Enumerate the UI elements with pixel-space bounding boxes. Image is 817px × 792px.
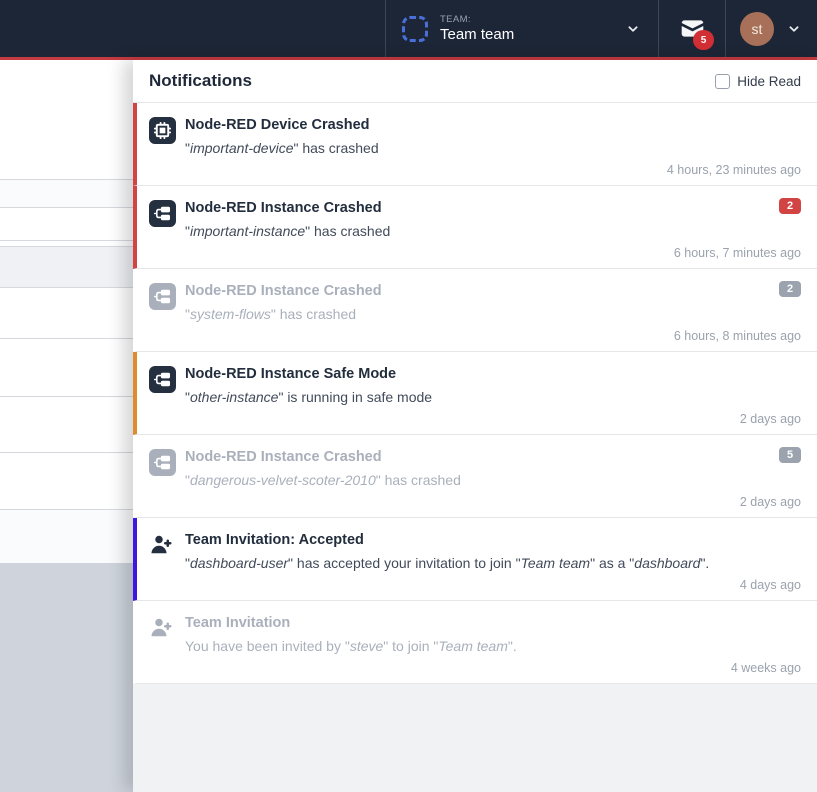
notification-title: Node-RED Instance Crashed [185, 449, 382, 465]
notifications-list: Node-RED Device Crashed "important-devic… [133, 103, 817, 684]
notification-content: Node-RED Instance Crashed "dangerous-vel… [185, 448, 501, 507]
top-navbar: TEAM: Team team 5 st [0, 0, 817, 57]
chip-icon [149, 117, 176, 144]
user-add-icon [149, 532, 176, 559]
notification-body: You have been invited by "steve" to join… [185, 638, 517, 654]
team-selector[interactable]: TEAM: Team team [385, 0, 658, 57]
notifications-empty-area [133, 684, 817, 792]
hide-read-label: Hide Read [737, 73, 801, 89]
notification-title: Node-RED Instance Safe Mode [185, 366, 397, 382]
notification-title: Node-RED Instance Crashed [185, 200, 382, 216]
notification-timestamp: 4 hours, 23 minutes ago [666, 163, 801, 177]
team-name: Team team [440, 25, 515, 43]
team-selector-text: TEAM: Team team [440, 14, 624, 44]
notification-title: Team Invitation: Accepted [185, 532, 364, 548]
notification-count-badge: 2 [779, 281, 801, 297]
instance-icon [149, 366, 176, 393]
hide-read-checkbox[interactable] [715, 73, 731, 89]
chevron-down-icon [624, 20, 642, 38]
notification-item[interactable]: Node-RED Device Crashed "important-devic… [133, 103, 817, 186]
notification-body: "important-instance" has crashed [185, 223, 391, 239]
notification-item[interactable]: Node-RED Instance Safe Mode "other-insta… [133, 352, 817, 435]
notification-timestamp: 2 days ago [739, 495, 801, 509]
notification-body: "other-instance" is running in safe mode [185, 389, 433, 405]
notification-title: Team Invitation [185, 615, 291, 631]
team-label: TEAM: [440, 13, 471, 25]
user-add-icon [149, 615, 176, 642]
notifications-header: Notifications Hide Read [133, 60, 817, 103]
notification-item[interactable]: Team Invitation You have been invited by… [133, 601, 817, 684]
notification-count-badge: 5 [779, 447, 801, 463]
notification-count-badge: 2 [779, 198, 801, 214]
notification-content: Node-RED Instance Crashed "important-ins… [185, 199, 430, 258]
notification-item[interactable]: Node-RED Instance Crashed "system-flows"… [133, 269, 817, 352]
notification-content: Node-RED Instance Crashed "system-flows"… [185, 282, 422, 341]
user-menu[interactable]: st [725, 0, 817, 57]
background-page [0, 60, 133, 792]
notifications-bell-button[interactable]: 5 [658, 0, 725, 57]
notification-timestamp: 4 weeks ago [730, 661, 801, 675]
notification-title: Node-RED Device Crashed [185, 117, 370, 133]
notification-body: "important-device" has crashed [185, 140, 379, 156]
notification-content: Node-RED Device Crashed "important-devic… [185, 116, 419, 175]
notification-item[interactable]: Node-RED Instance Crashed "dangerous-vel… [133, 435, 817, 518]
notification-content: Node-RED Instance Safe Mode "other-insta… [185, 365, 472, 424]
chevron-down-icon [785, 20, 803, 38]
avatar: st [740, 11, 774, 46]
notification-content: Team Invitation: Accepted "dashboard-use… [185, 531, 749, 590]
notification-timestamp: 2 days ago [739, 412, 801, 426]
notification-body: "dangerous-velvet-scoter-2010" has crash… [185, 472, 461, 488]
instance-icon [149, 200, 176, 227]
notification-content: Team Invitation You have been invited by… [185, 614, 557, 673]
notifications-panel: Notifications Hide Read Node-RED Device … [133, 60, 817, 792]
notification-item[interactable]: Node-RED Instance Crashed "important-ins… [133, 186, 817, 269]
notification-body: "system-flows" has crashed [185, 306, 357, 322]
instance-icon [149, 449, 176, 476]
notification-body: "dashboard-user" has accepted your invit… [185, 555, 710, 571]
notification-title: Node-RED Instance Crashed [185, 283, 382, 299]
notification-timestamp: 6 hours, 7 minutes ago [673, 246, 801, 260]
unread-count-badge: 5 [693, 30, 714, 50]
notification-item[interactable]: Team Invitation: Accepted "dashboard-use… [133, 518, 817, 601]
navbar-spacer [0, 0, 385, 57]
notification-timestamp: 6 hours, 8 minutes ago [673, 329, 801, 343]
page-accent-line [0, 57, 817, 60]
notification-timestamp: 4 days ago [739, 578, 801, 592]
team-avatar-icon [402, 15, 428, 42]
instance-icon [149, 283, 176, 310]
hide-read-toggle[interactable]: Hide Read [715, 73, 801, 89]
page-title: Notifications [149, 71, 252, 90]
